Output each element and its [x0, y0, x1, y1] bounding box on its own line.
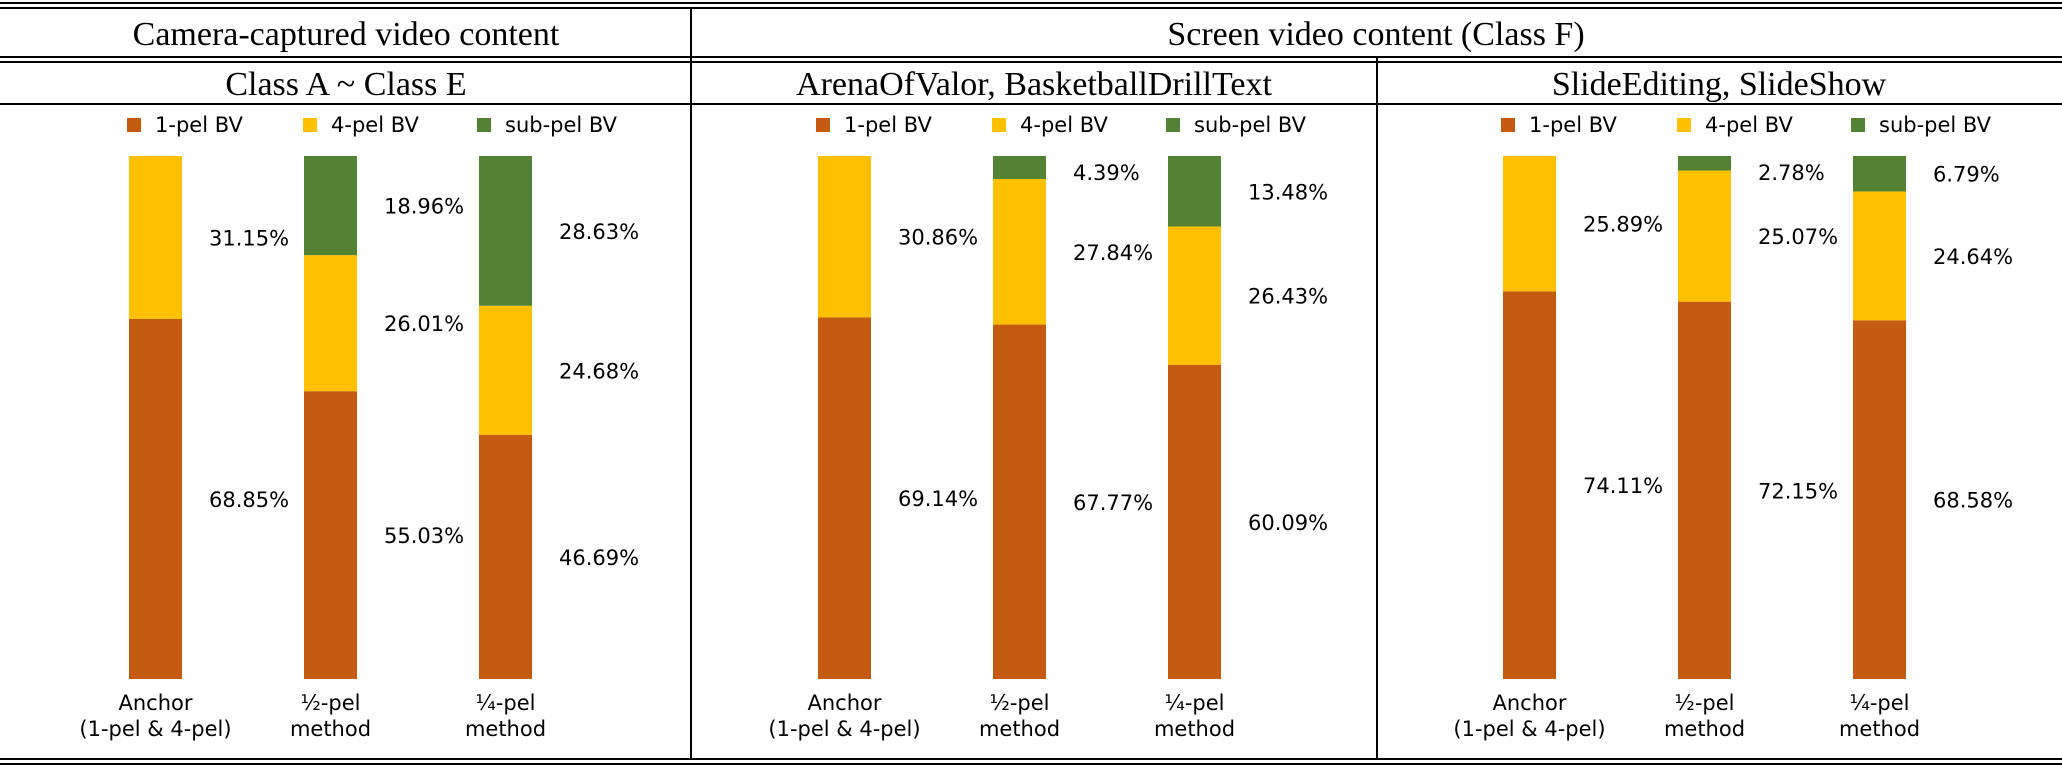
legend-swatch-1	[816, 118, 830, 132]
legend-label-2: 4-pel BV	[1705, 113, 1793, 137]
data-label-2-1: 72.15%	[1758, 479, 1838, 503]
legend-label-3: sub-pel BV	[1879, 113, 1992, 137]
bar-segment-3-2	[479, 305, 532, 435]
bar-segment-3-1	[1168, 364, 1221, 679]
data-label-1-2: 31.15%	[209, 226, 289, 250]
data-label-3-3: 6.79%	[1933, 163, 2000, 187]
category-label-1: Anchor (1-pel & 4-pel)	[1453, 691, 1605, 741]
bar-segment-1-2	[1503, 156, 1556, 292]
screen-content-header: Screen video content (Class F)	[1167, 16, 1584, 53]
chart-panel-3: 1-pel BV 4-pel BV sub-pel BV 74.11% 25.89% An…	[1453, 113, 2013, 741]
bar-segment-2-1	[1678, 301, 1731, 679]
bar-segment-2-3	[1678, 156, 1731, 171]
data-label-1-1: 68.85%	[209, 488, 289, 512]
legend-swatch-2	[303, 118, 317, 132]
data-label-2-3: 4.39%	[1073, 161, 1140, 185]
bar-segment-2-2	[304, 255, 357, 392]
bar-segment-2-3	[993, 156, 1046, 179]
legend-swatch-3	[477, 118, 491, 132]
data-label-2-3: 18.96%	[384, 195, 464, 219]
data-label-2-2: 25.07%	[1758, 225, 1838, 249]
data-label-3-3: 28.63%	[559, 220, 639, 244]
chart-panel-2: 1-pel BV 4-pel BV sub-pel BV 69.14% 30.86% An…	[768, 113, 1328, 741]
chart-panels: 1-pel BV 4-pel BV sub-pel BV 68.85% 31.15% An…	[79, 113, 2013, 741]
data-label-2-2: 26.01%	[384, 312, 464, 336]
bar-segment-3-1	[479, 434, 532, 679]
data-label-3-2: 24.68%	[559, 359, 639, 383]
category-label-3: ¼-pel method	[465, 691, 546, 741]
legend-label-1: 1-pel BV	[1529, 113, 1617, 137]
category-label-3: ¼-pel method	[1839, 691, 1920, 741]
data-label-1-2: 25.89%	[1583, 213, 1663, 237]
legend-swatch-3	[1166, 118, 1180, 132]
legend-swatch-3	[1851, 118, 1865, 132]
data-label-3-2: 24.64%	[1933, 245, 2013, 269]
legend-label-1: 1-pel BV	[844, 113, 932, 137]
bar-segment-3-3	[1853, 155, 1906, 192]
chart-panel-1: 1-pel BV 4-pel BV sub-pel BV 68.85% 31.15% An…	[79, 113, 639, 741]
bar-segment-3-3	[479, 156, 532, 306]
data-label-1-2: 30.86%	[898, 226, 978, 250]
bar-segment-2-3	[304, 156, 357, 256]
bar-segment-2-2	[1678, 170, 1731, 302]
category-label-2: ½-pel method	[979, 691, 1060, 741]
category-label-1: Anchor (1-pel & 4-pel)	[768, 691, 920, 741]
data-label-2-1: 67.77%	[1073, 491, 1153, 515]
bar-segment-3-2	[1853, 191, 1906, 321]
category-label-3: ¼-pel method	[1154, 691, 1235, 741]
data-label-2-3: 2.78%	[1758, 161, 1825, 185]
legend-label-3: sub-pel BV	[505, 113, 618, 137]
data-label-2-2: 27.84%	[1073, 241, 1153, 265]
bar-segment-3-1	[1853, 320, 1906, 679]
camera-content-header: Camera-captured video content	[133, 16, 560, 53]
bar-segment-2-1	[304, 391, 357, 679]
legend-swatch-1	[1501, 118, 1515, 132]
category-label-1: Anchor (1-pel & 4-pel)	[79, 691, 231, 741]
data-label-3-1: 46.69%	[559, 546, 639, 570]
data-label-3-1: 68.58%	[1933, 489, 2013, 513]
data-label-1-1: 69.14%	[898, 487, 978, 511]
panel-3-title: SlideEditing, SlideShow	[1552, 66, 1887, 103]
bar-segment-1-2	[818, 156, 871, 318]
data-label-1-1: 74.11%	[1583, 474, 1663, 498]
legend-swatch-1	[127, 118, 141, 132]
panel-2-title: ArenaOfValor, BasketballDrillText	[796, 66, 1272, 103]
bar-segment-1-1	[129, 318, 182, 679]
bar-segment-1-2	[129, 156, 182, 319]
data-label-3-3: 13.48%	[1248, 180, 1328, 204]
bar-segment-1-1	[1503, 291, 1556, 679]
legend-label-1: 1-pel BV	[155, 113, 243, 137]
data-label-3-1: 60.09%	[1248, 511, 1328, 535]
bar-segment-2-2	[993, 178, 1046, 325]
data-label-2-1: 55.03%	[384, 524, 464, 548]
legend-label-3: sub-pel BV	[1194, 113, 1307, 137]
bar-segment-3-3	[1168, 156, 1221, 227]
legend-swatch-2	[1677, 118, 1691, 132]
data-label-3-2: 26.43%	[1248, 285, 1328, 309]
bar-segment-3-2	[1168, 226, 1221, 365]
category-label-2: ½-pel method	[1664, 691, 1745, 741]
bar-segment-1-1	[818, 317, 871, 679]
legend-label-2: 4-pel BV	[1020, 113, 1108, 137]
bar-segment-2-1	[993, 324, 1046, 679]
panel-1-title: Class A ~ Class E	[225, 66, 466, 103]
legend-swatch-2	[992, 118, 1006, 132]
category-label-2: ½-pel method	[290, 691, 371, 741]
legend-label-2: 4-pel BV	[331, 113, 419, 137]
